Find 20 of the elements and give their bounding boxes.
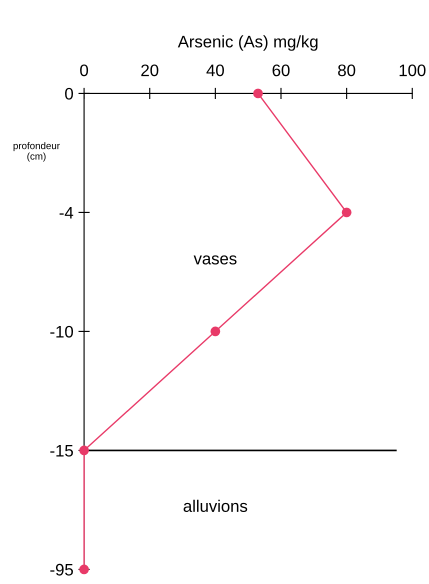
y-axis-title: profondeur (cm) <box>14 142 60 162</box>
x-tick-label: 60 <box>272 64 290 76</box>
x-tick-label: 100 <box>400 64 426 76</box>
point <box>342 208 352 218</box>
point <box>253 88 263 98</box>
x-tick-label: 0 <box>80 64 88 76</box>
y-tick-label: -95 <box>50 564 73 576</box>
point <box>210 326 220 336</box>
y-tick-label: -4 <box>60 207 74 218</box>
y-tick-label: -10 <box>50 326 74 338</box>
x-axis-title: Arsenic (As) mg/kg <box>178 35 318 51</box>
x-tick-label: 80 <box>338 64 356 76</box>
x-tick-label: 20 <box>141 64 158 76</box>
annotation: alluvions <box>184 500 248 512</box>
y-tick-label: -15 <box>50 444 73 457</box>
y-tick-label: 0 <box>65 88 74 100</box>
point <box>79 446 89 456</box>
point <box>79 564 89 574</box>
annotation: vases <box>194 255 237 264</box>
x-tick-label: 40 <box>206 64 224 76</box>
